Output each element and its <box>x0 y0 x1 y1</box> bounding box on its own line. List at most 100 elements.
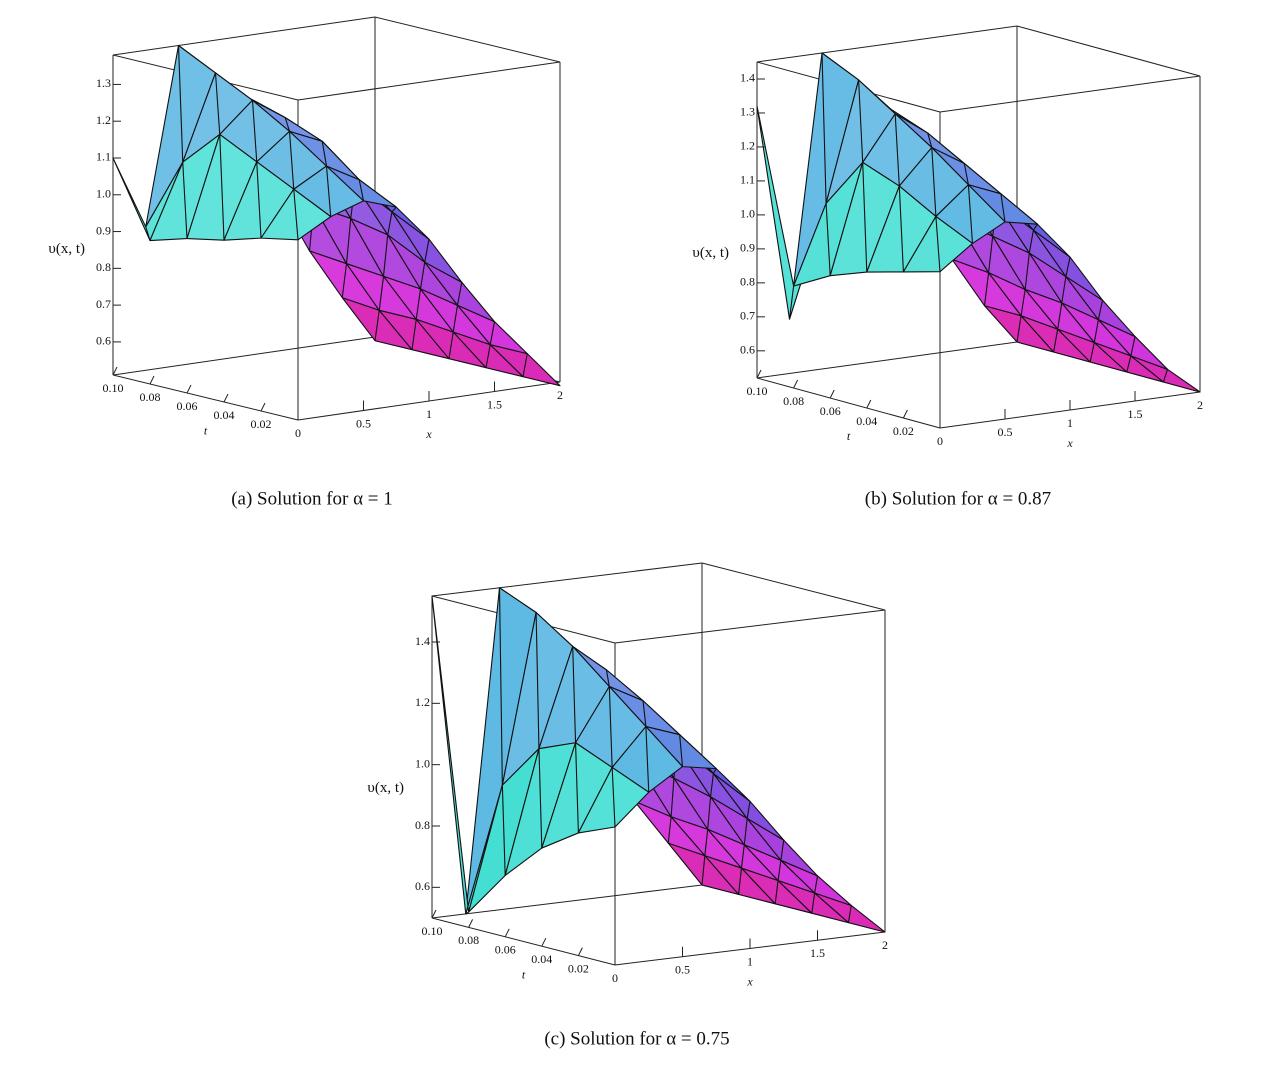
facet-diagonal <box>743 818 748 845</box>
facet-diagonal <box>1000 193 1006 223</box>
facet-diagonal <box>256 161 262 239</box>
z-tick-label: 0.9 <box>740 241 755 255</box>
facet-diagonal <box>927 132 933 148</box>
facet-diagonal <box>452 305 459 333</box>
facet-diagonal <box>345 218 352 264</box>
surface <box>431 587 886 933</box>
facet-diagonal <box>1126 355 1132 373</box>
facet-diagonal <box>608 686 613 768</box>
x-tick-label: 1 <box>426 407 432 421</box>
facet-diagonal <box>670 778 675 817</box>
facet-diagonal <box>419 262 426 289</box>
t-tick-label: 0.06 <box>820 404 841 418</box>
facet-diagonal <box>740 844 745 869</box>
z-tick-label: 1.2 <box>96 113 111 127</box>
x-axis-label: x <box>1066 436 1073 450</box>
box-edge <box>431 917 616 966</box>
surface <box>756 52 1201 393</box>
facet-diagonal <box>1093 319 1099 343</box>
facet-diagonal <box>448 331 454 359</box>
t-tick <box>468 919 474 928</box>
x-tick-label: 0 <box>295 426 301 440</box>
z-tick-label: 1.3 <box>740 105 755 119</box>
x-tick-label: 0 <box>937 434 943 448</box>
z-tick-label: 0.6 <box>96 334 111 348</box>
facet-diagonal <box>498 587 503 786</box>
t-tick <box>866 399 872 409</box>
t-tick <box>793 379 799 389</box>
z-tick-label: 1.2 <box>415 695 430 709</box>
caption: (b) Solution for α = 0.87 <box>865 488 1051 509</box>
box-edge <box>939 75 1201 113</box>
t-tick-label: 0.08 <box>783 394 804 408</box>
facet-diagonal <box>858 79 864 163</box>
t-tick-label: 0.10 <box>422 924 443 938</box>
facet-diagonal <box>667 816 672 844</box>
caption: (a) Solution for α = 1 <box>231 488 393 509</box>
t-tick <box>902 409 908 419</box>
facet-diagonal <box>251 100 258 162</box>
facet-diagonal <box>645 726 650 793</box>
t-tick <box>149 375 155 385</box>
t-tick <box>112 366 118 376</box>
facet-diagonal <box>821 52 827 204</box>
facet-diagonal <box>814 875 819 894</box>
x-tick-label: 2 <box>1197 398 1203 412</box>
z-tick-label: 0.7 <box>96 297 111 311</box>
facet-diagonal <box>284 117 291 132</box>
box-edge <box>756 341 1018 379</box>
t-tick-label: 0.10 <box>103 381 124 395</box>
z-tick-label: 1.4 <box>740 71 755 85</box>
x-tick-label: 1.5 <box>487 397 502 411</box>
z-tick-label: 1.4 <box>415 634 430 648</box>
facet-diagonal <box>1162 369 1169 383</box>
facet-diagonal <box>862 162 868 273</box>
facet-diagonal <box>611 767 616 828</box>
facet-diagonal <box>219 134 225 241</box>
facet-diagonal <box>777 860 782 881</box>
box-edge <box>614 609 886 644</box>
facet-diagonal <box>642 700 647 727</box>
t-tick <box>260 402 266 412</box>
t-tick <box>431 909 437 919</box>
t-tick-label: 0.04 <box>531 952 552 966</box>
facet-diagonal <box>358 179 365 201</box>
facet-diagonal <box>710 773 714 797</box>
t-tick-label: 0.10 <box>747 384 768 398</box>
x-tick-label: 1 <box>1067 416 1073 430</box>
facet-diagonal <box>963 163 969 185</box>
facet-diagonal <box>522 353 528 377</box>
facet-diagonal <box>501 785 506 876</box>
facet-diagonal <box>811 892 816 914</box>
z-tick-label: 0.6 <box>740 343 755 357</box>
facet-diagonal <box>415 288 422 320</box>
facet-diagonal <box>293 189 299 240</box>
facet-diagonal <box>424 239 430 263</box>
facet-diagonal <box>341 263 348 298</box>
x-tick-label: 1 <box>747 954 753 968</box>
z-tick-label: 0.7 <box>740 309 755 323</box>
x-tick-label: 0.5 <box>675 963 690 977</box>
facet-diagonal <box>1020 289 1026 316</box>
box-edge <box>112 16 376 56</box>
t-axis-label: t <box>204 423 208 437</box>
facet-diagonal <box>1130 336 1136 357</box>
facet-diagonal <box>788 285 795 320</box>
x-axis-label: x <box>425 427 432 441</box>
x-tick-label: 0 <box>612 971 618 985</box>
box-edge <box>112 336 376 376</box>
facet-diagonal <box>456 282 463 306</box>
z-tick-label: 0.9 <box>96 223 111 237</box>
facet-diagonal <box>894 113 900 187</box>
t-tick-label: 0.02 <box>251 417 272 431</box>
z-tick-label: 0.8 <box>96 260 111 274</box>
facet-diagonal <box>374 310 380 341</box>
facet-diagonal <box>704 829 709 856</box>
facet-diagonal <box>701 855 706 886</box>
box-edge <box>756 377 941 429</box>
z-tick-label: 0.8 <box>740 275 755 289</box>
facet-diagonal <box>391 206 397 213</box>
z-tick-label: 1.0 <box>740 207 755 221</box>
box-edge <box>756 25 1018 63</box>
